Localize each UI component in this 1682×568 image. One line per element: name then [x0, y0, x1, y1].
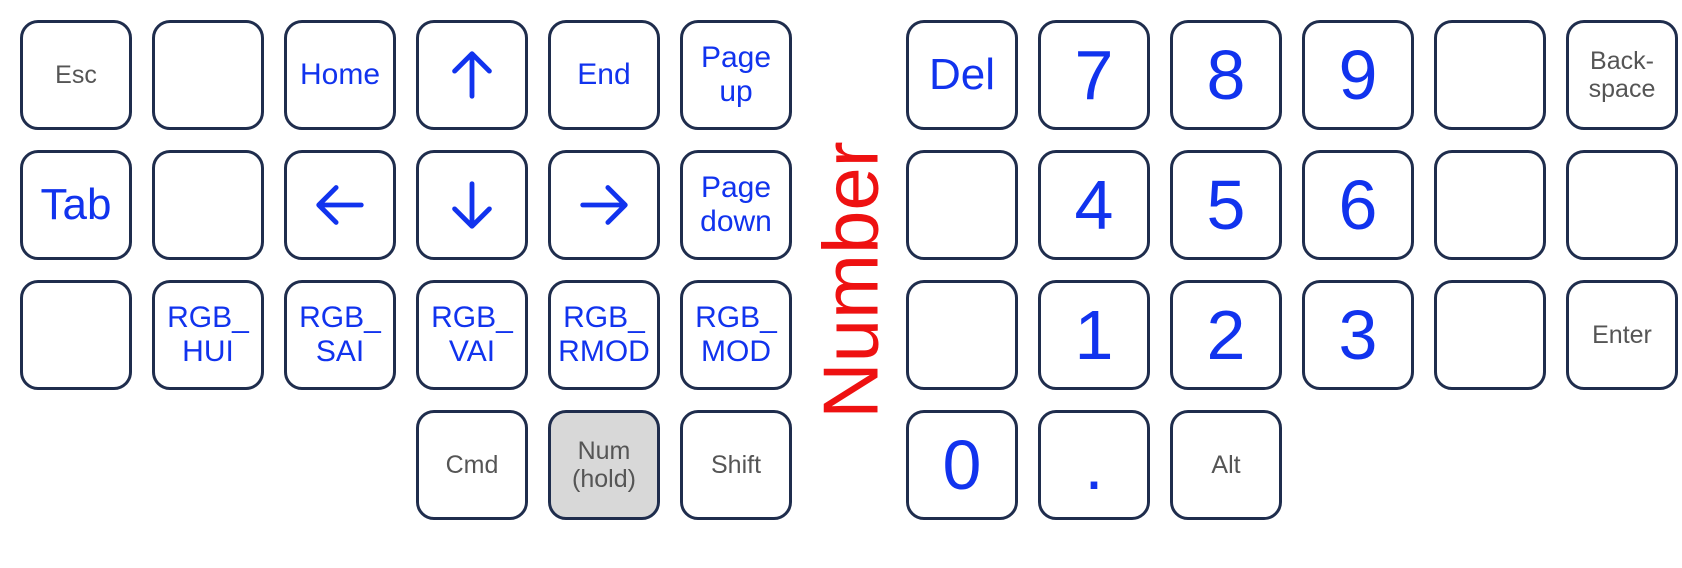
key-label: End — [577, 58, 631, 92]
key-backspace[interactable]: Back- space — [1566, 20, 1678, 130]
key-label: 9 — [1338, 35, 1378, 114]
key-label-line-2: VAI — [448, 335, 496, 368]
key-rgb-mod[interactable]: RGB_ MOD — [680, 280, 792, 390]
key-6[interactable]: 6 — [1302, 150, 1414, 260]
key-label: Home — [299, 58, 381, 92]
key-rgb-rmod[interactable]: RGB_ RMOD — [548, 280, 660, 390]
key-blank[interactable] — [152, 20, 264, 130]
key-label-line-2: space — [1588, 75, 1656, 103]
key-enter[interactable]: Enter — [1566, 280, 1678, 390]
key-label: 2 — [1206, 295, 1246, 374]
key-label: Cmd — [445, 451, 499, 479]
key-label: . — [1084, 425, 1104, 504]
key-label-line-2: HUI — [182, 335, 234, 368]
key-label-line-2: MOD — [701, 335, 771, 368]
key-end[interactable]: End — [548, 20, 660, 130]
key-down[interactable] — [416, 150, 528, 260]
up-arrow-icon — [452, 51, 492, 99]
key-3[interactable]: 3 — [1302, 280, 1414, 390]
key-2[interactable]: 2 — [1170, 280, 1282, 390]
key-alt[interactable]: Alt — [1170, 410, 1282, 520]
key-label: Del — [928, 50, 996, 100]
key-dot[interactable]: . — [1038, 410, 1150, 520]
key-shift[interactable]: Shift — [680, 410, 792, 520]
layer-title: Number — [806, 141, 895, 419]
key-blank[interactable] — [152, 150, 264, 260]
key-label-line-2: (hold) — [572, 465, 636, 493]
key-label-line-1: RGB_ — [167, 301, 249, 335]
key-left[interactable] — [284, 150, 396, 260]
key-label-line-1: Back- — [1590, 47, 1654, 75]
key-label: 8 — [1206, 35, 1246, 114]
key-label-line-1: Num — [577, 437, 631, 465]
key-label-line-1: RGB_ — [299, 301, 381, 335]
key-label-line-2: SAI — [315, 335, 365, 368]
key-label-line-1: RGB_ — [563, 301, 645, 335]
key-blank[interactable] — [20, 280, 132, 390]
key-cmd[interactable]: Cmd — [416, 410, 528, 520]
key-label: 7 — [1074, 35, 1114, 114]
key-1[interactable]: 1 — [1038, 280, 1150, 390]
key-esc[interactable]: Esc — [20, 20, 132, 130]
key-4[interactable]: 4 — [1038, 150, 1150, 260]
key-label: Esc — [55, 61, 97, 89]
key-label-line-1: Page — [700, 41, 772, 75]
key-blank[interactable] — [1434, 150, 1546, 260]
key-label-line-2: up — [719, 75, 753, 108]
key-blank[interactable] — [906, 280, 1018, 390]
key-label-line-1: Page — [700, 171, 772, 205]
key-label: Enter — [1592, 321, 1652, 349]
key-rgb-hui[interactable]: RGB_ HUI — [152, 280, 264, 390]
key-label: Tab — [40, 180, 112, 230]
key-up[interactable] — [416, 20, 528, 130]
key-rgb-sai[interactable]: RGB_ SAI — [284, 280, 396, 390]
key-label-line-2: RMOD — [558, 335, 650, 368]
key-num-hold[interactable]: Num (hold) — [548, 410, 660, 520]
key-tab[interactable]: Tab — [20, 150, 132, 260]
key-label-line-2: down — [700, 205, 772, 238]
key-label: 3 — [1338, 295, 1378, 374]
key-home[interactable]: Home — [284, 20, 396, 130]
key-label: 0 — [942, 425, 982, 504]
down-arrow-icon — [452, 181, 492, 229]
key-label-line-1: RGB_ — [431, 301, 513, 335]
key-right[interactable] — [548, 150, 660, 260]
key-label: Shift — [710, 451, 762, 479]
right-arrow-icon — [580, 185, 628, 225]
key-0[interactable]: 0 — [906, 410, 1018, 520]
key-8[interactable]: 8 — [1170, 20, 1282, 130]
key-7[interactable]: 7 — [1038, 20, 1150, 130]
key-blank[interactable] — [1434, 20, 1546, 130]
key-label: 6 — [1338, 165, 1378, 244]
key-blank[interactable] — [1566, 150, 1678, 260]
key-label: 5 — [1206, 165, 1246, 244]
key-label-line-1: RGB_ — [695, 301, 777, 335]
key-label: 4 — [1074, 165, 1114, 244]
key-page-down[interactable]: Page down — [680, 150, 792, 260]
key-page-up[interactable]: Page up — [680, 20, 792, 130]
key-rgb-vai[interactable]: RGB_ VAI — [416, 280, 528, 390]
key-9[interactable]: 9 — [1302, 20, 1414, 130]
key-label: Alt — [1211, 451, 1241, 479]
left-arrow-icon — [316, 185, 364, 225]
key-blank[interactable] — [906, 150, 1018, 260]
key-5[interactable]: 5 — [1170, 150, 1282, 260]
key-del[interactable]: Del — [906, 20, 1018, 130]
key-blank[interactable] — [1434, 280, 1546, 390]
key-label: 1 — [1074, 295, 1114, 374]
